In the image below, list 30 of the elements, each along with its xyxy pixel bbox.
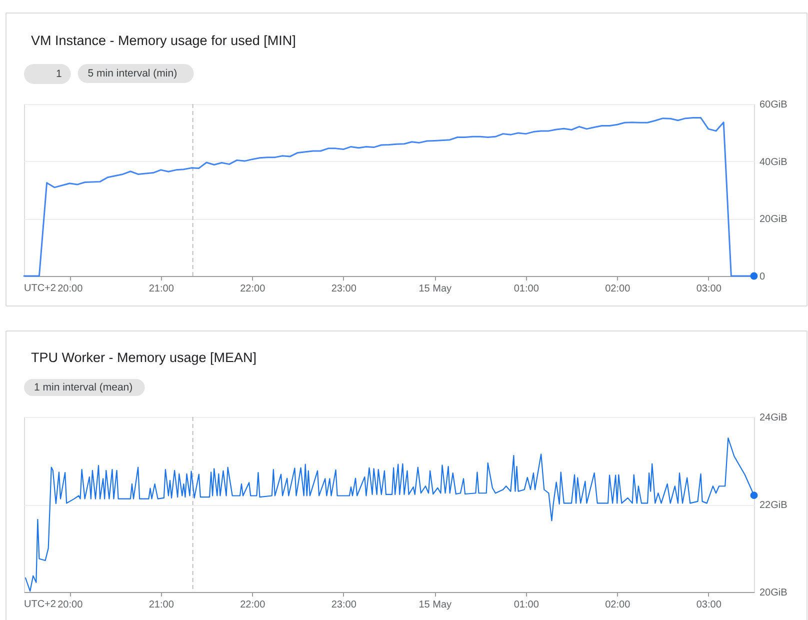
chart-title: VM Instance - Memory usage for used [MIN] — [31, 33, 296, 48]
y-tick-label: 0 — [760, 272, 766, 282]
x-tick-label: 20:00 — [58, 284, 84, 294]
x-tick-label: 03:00 — [696, 284, 722, 294]
x-axis-title: UTC+2 — [24, 283, 56, 294]
y-tick-label: 20GiB — [760, 588, 788, 598]
y-tick-label: 24GiB — [760, 412, 788, 424]
x-tick-label: 15 May — [418, 600, 452, 610]
y-tick-label: 60GiB — [760, 100, 788, 110]
x-tick-label: 20:00 — [58, 600, 84, 610]
x-tick-label: 03:00 — [696, 600, 722, 610]
x-tick-label: 02:00 — [605, 284, 631, 294]
x-axis-title: UTC+2 — [24, 599, 56, 610]
x-tick-label: 01:00 — [514, 284, 540, 294]
text: 1 — [56, 68, 62, 80]
x-tick-label: 22:00 — [240, 284, 266, 294]
x-tick-label: 02:00 — [605, 600, 631, 610]
x-tick-label: 21:00 — [148, 284, 174, 294]
x-tick-label: 01:00 — [514, 600, 540, 610]
chart-subtitle: 5 min interval (min) — [88, 68, 178, 80]
x-tick-label: 21:00 — [148, 600, 174, 610]
x-tick-label: 23:00 — [331, 284, 357, 294]
chart-subtitle: 1 min interval (mean) — [34, 382, 133, 394]
y-tick-label: 40GiB — [760, 156, 788, 168]
y-tick-label: 20GiB — [760, 214, 788, 226]
x-tick-label: 15 May — [418, 284, 452, 294]
y-tick-label: 22GiB — [760, 500, 788, 511]
x-tick-label: 23:00 — [331, 600, 357, 610]
x-tick-label: 22:00 — [240, 600, 266, 610]
chart-title: TPU Worker - Memory usage [MEAN] — [31, 350, 257, 365]
